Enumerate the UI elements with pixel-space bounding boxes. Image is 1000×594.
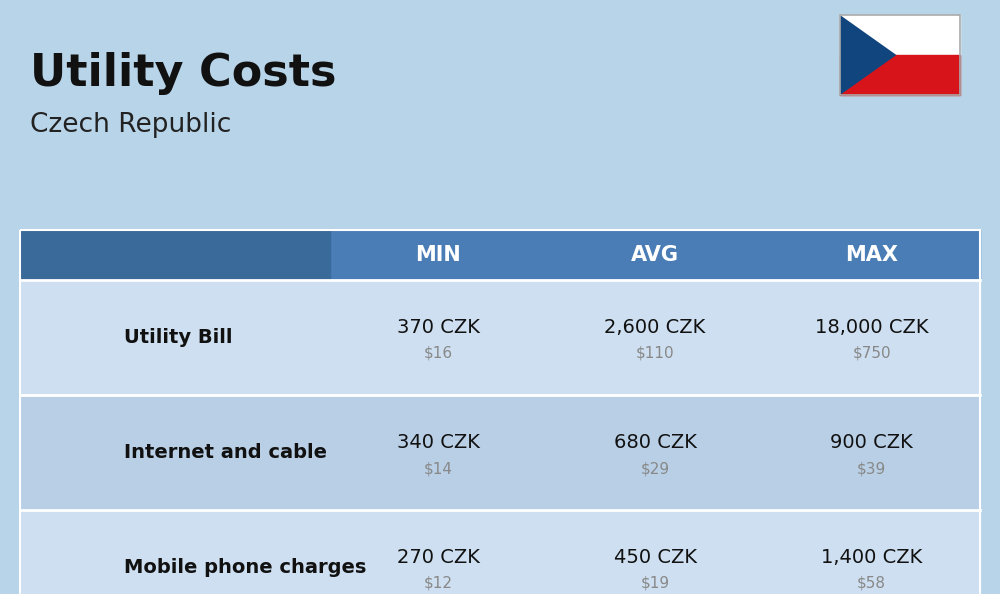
Bar [20,230,330,280]
Text: $14: $14 [424,461,453,476]
Text: $58: $58 [857,576,886,591]
Text: 680 CZK: 680 CZK [614,433,696,452]
Text: $750: $750 [852,346,891,361]
Bar [20,230,980,594]
Text: 340 CZK: 340 CZK [397,433,480,452]
Bar [20,280,980,395]
Bar [20,230,980,280]
Text: Utility Costs: Utility Costs [30,52,336,95]
Bar [840,55,960,95]
Text: 270 CZK: 270 CZK [397,548,480,567]
Text: 1,400 CZK: 1,400 CZK [821,548,922,567]
Text: $39: $39 [857,461,886,476]
Text: 450 CZK: 450 CZK [614,548,696,567]
Text: $12: $12 [424,576,453,591]
Polygon shape [840,15,896,95]
Text: MIN: MIN [415,245,461,265]
Text: Mobile phone charges: Mobile phone charges [124,558,366,577]
Text: 900 CZK: 900 CZK [830,433,913,452]
Text: $19: $19 [640,576,670,591]
Text: Utility Bill: Utility Bill [124,328,232,347]
Text: 370 CZK: 370 CZK [397,318,480,337]
Bar [20,395,980,510]
Text: $29: $29 [640,461,670,476]
Text: Internet and cable: Internet and cable [124,443,327,462]
Bar [840,15,960,95]
Text: $16: $16 [424,346,453,361]
Text: AVG: AVG [631,245,679,265]
Text: 18,000 CZK: 18,000 CZK [815,318,928,337]
Bar [20,510,980,594]
Text: MAX: MAX [845,245,898,265]
Text: 2,600 CZK: 2,600 CZK [604,318,706,337]
Text: $110: $110 [636,346,674,361]
Text: Czech Republic: Czech Republic [30,112,231,138]
Bar [840,15,960,55]
